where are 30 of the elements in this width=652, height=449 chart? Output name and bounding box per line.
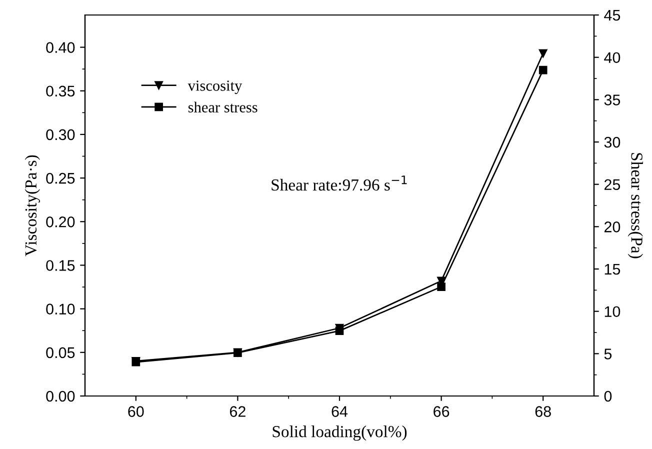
y-tick-label: 0.20 <box>46 216 75 228</box>
y2-tick-label: 20 <box>604 222 620 232</box>
y-tick-label: 0.05 <box>46 347 75 358</box>
y2-tick-label: 30 <box>604 136 620 148</box>
y2-tick-label: 5 <box>604 348 612 360</box>
legend-label: shear stress <box>188 102 258 112</box>
legend-label: viscosity <box>188 80 242 94</box>
y-tick-label: 0.30 <box>46 129 75 140</box>
y2-tick-label: 25 <box>604 179 620 190</box>
y-axis-title: Viscosity(Pa·s) <box>24 155 40 256</box>
x-tick-label: 60 <box>128 406 144 417</box>
y-tick-label: 0.10 <box>46 304 75 314</box>
y-tick-label: 0.35 <box>46 86 75 97</box>
x-tick-label: 62 <box>230 406 246 417</box>
x-tick-label: 64 <box>332 406 348 417</box>
y2-tick-label: 35 <box>604 94 620 106</box>
y2-tick-label: 40 <box>604 52 620 64</box>
x-axis-title: Solid loading(vol%) <box>272 426 407 441</box>
y-tick-label: 0.25 <box>46 172 75 184</box>
y2-tick-label: 10 <box>604 306 620 318</box>
annotation: Shear rate:97.96 s$^{−1}$ <box>272 176 407 191</box>
x-tick-label: 66 <box>434 406 450 417</box>
y-tick-label: 0.00 <box>46 390 75 402</box>
y-tick-label: 0.40 <box>46 42 75 53</box>
x-tick-label: 68 <box>535 406 551 417</box>
y2-tick-label: 15 <box>604 264 620 275</box>
y-tick-label: 0.15 <box>46 260 75 271</box>
y2-tick-label: 45 <box>604 10 620 21</box>
y2-tick-label: 0 <box>604 390 612 402</box>
y2-axis-title: Shear stress(Pa) <box>628 153 643 258</box>
